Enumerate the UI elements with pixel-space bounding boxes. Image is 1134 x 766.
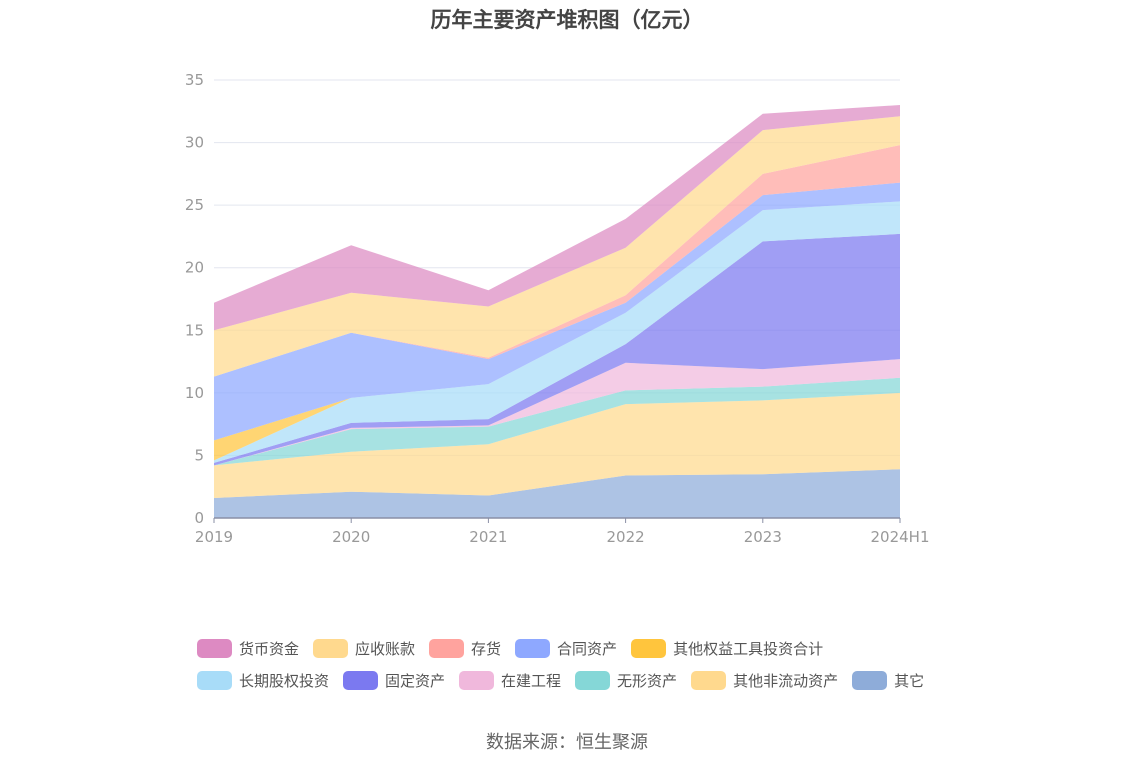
- area-series: [214, 105, 900, 331]
- legend-swatch: [343, 670, 379, 690]
- legend-label: 其它: [894, 671, 925, 690]
- legend-swatch: [515, 638, 551, 658]
- legend-label: 长期股权投资: [239, 671, 330, 690]
- legend-item[interactable]: 其他非流动资产: [691, 670, 838, 691]
- legend-swatch: [459, 670, 495, 690]
- chart-title: 历年主要资产堆积图（亿元）: [430, 8, 704, 32]
- legend-label: 在建工程: [501, 671, 562, 690]
- legend-label: 货币资金: [239, 639, 300, 658]
- area-series: [214, 182, 900, 441]
- legend-item[interactable]: 货币资金: [197, 638, 299, 659]
- x-tick-label: 2024H1: [871, 528, 930, 546]
- x-tick-label: 2019: [195, 528, 233, 546]
- legend-item[interactable]: 合同资产: [515, 638, 617, 659]
- x-tick-label: 2021: [469, 528, 507, 546]
- legend-label: 固定资产: [385, 671, 446, 690]
- legend-label: 应收账款: [355, 639, 416, 658]
- legend-swatch: [429, 638, 465, 658]
- y-tick-label: 5: [194, 446, 204, 464]
- x-tick-label: 2020: [332, 528, 370, 546]
- legend-item[interactable]: 固定资产: [343, 670, 445, 691]
- legend-swatch: [852, 670, 888, 690]
- y-tick-label: 15: [185, 321, 204, 339]
- legend-label: 其他非流动资产: [733, 671, 839, 690]
- area-series: [214, 377, 900, 466]
- legend-item[interactable]: 无形资产: [575, 670, 677, 691]
- legend-item[interactable]: 应收账款: [313, 638, 415, 659]
- legend-row: 货币资金 应收账款 存货 合同资产 其他权益工具投资合计: [197, 632, 957, 664]
- legend-swatch: [313, 638, 349, 658]
- legend-item[interactable]: 在建工程: [459, 670, 561, 691]
- legend-swatch: [197, 638, 232, 658]
- stacked-area-chart: 0 5 10 15 20 25 30 35 2019 2020 2021 2022 2023 2024H1: [185, 71, 930, 546]
- area-series: [214, 233, 900, 466]
- legend-label: 合同资产: [557, 639, 618, 658]
- source-note: 数据来源：恒生聚源: [486, 732, 648, 753]
- legend-item[interactable]: 其他权益工具投资合计: [631, 638, 823, 659]
- legend: 货币资金 应收账款 存货 合同资产 其他权益工具投资合计长期股权投资 固定资产 在建工程 无形…: [197, 632, 957, 696]
- legend-item[interactable]: 存货: [429, 638, 501, 659]
- x-tick-label: 2022: [607, 528, 645, 546]
- legend-swatch: [631, 638, 667, 658]
- legend-item[interactable]: 其它: [852, 670, 924, 691]
- area-series: [214, 201, 900, 463]
- area-series: [214, 392, 900, 498]
- legend-label: 其他权益工具投资合计: [673, 639, 824, 658]
- y-tick-label: 25: [185, 196, 204, 214]
- area-series: [214, 469, 900, 518]
- legend-label: 存货: [471, 639, 502, 658]
- y-tick-label: 10: [185, 384, 204, 402]
- area-series: [214, 145, 900, 377]
- legend-swatch: [197, 670, 232, 690]
- axis-layer: 0 5 10 15 20 25 30 35 2019 2020 2021 2022 2023 2024H1: [185, 71, 930, 546]
- legend-row: 长期股权投资 固定资产 在建工程 无形资产 其他非流动资产 其它: [197, 664, 957, 696]
- legend-item[interactable]: 长期股权投资: [197, 670, 329, 691]
- area-series: [214, 359, 900, 466]
- y-tick-label: 30: [185, 134, 204, 152]
- x-tick-label: 2023: [744, 528, 782, 546]
- legend-swatch: [691, 670, 727, 690]
- y-tick-label: 0: [194, 509, 204, 527]
- legend-label: 无形资产: [617, 671, 678, 690]
- y-tick-label: 35: [185, 71, 204, 89]
- area-layer: [214, 105, 900, 518]
- y-tick-label: 20: [185, 259, 204, 277]
- area-series: [214, 116, 900, 377]
- legend-swatch: [575, 670, 611, 690]
